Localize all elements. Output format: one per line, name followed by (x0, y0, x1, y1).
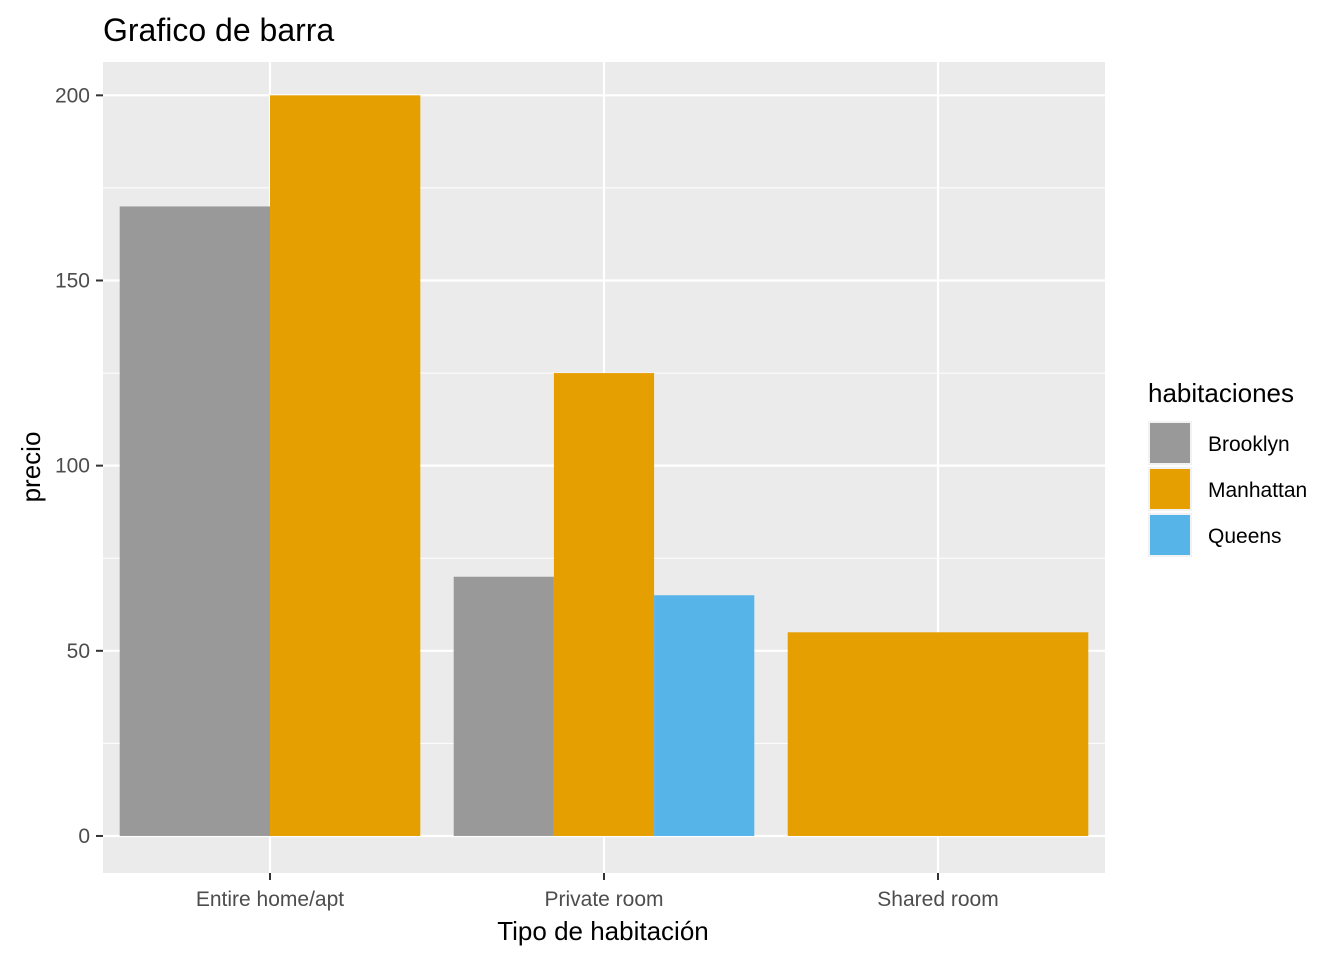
legend-label-queens: Queens (1208, 525, 1282, 548)
y-tick-label: 150 (55, 269, 90, 292)
chart-title: Grafico de barra (103, 12, 334, 48)
y-axis-title: precio (16, 432, 46, 503)
x-axis: Entire home/apt Private room Shared room (196, 873, 999, 911)
legend-swatch-queens (1150, 515, 1190, 555)
legend-title: habitaciones (1148, 378, 1294, 408)
bar-manhattan (270, 95, 421, 836)
x-tick-label: Entire home/apt (196, 888, 344, 911)
bar-manhattan (553, 373, 655, 836)
x-tick-label: Private room (544, 888, 663, 911)
legend-swatch-manhattan (1150, 469, 1190, 509)
x-axis-title: Tipo de habitación (497, 916, 709, 946)
legend-swatch-brooklyn (1150, 423, 1190, 463)
bars (119, 95, 1089, 836)
legend-label-manhattan: Manhattan (1208, 479, 1307, 502)
y-tick-label: 0 (78, 825, 90, 848)
bar-brooklyn (453, 576, 554, 836)
bar-brooklyn (119, 206, 270, 836)
y-axis: 0 50 100 150 200 (55, 84, 103, 848)
y-tick-label: 50 (67, 640, 90, 663)
bar-manhattan (787, 632, 1089, 836)
y-tick-label: 100 (55, 455, 90, 478)
legend: habitaciones Brooklyn Manhattan Queens (1148, 378, 1307, 557)
bar-queens (654, 595, 755, 836)
y-tick-label: 200 (55, 84, 90, 107)
x-tick-label: Shared room (877, 888, 998, 911)
legend-label-brooklyn: Brooklyn (1208, 433, 1290, 456)
